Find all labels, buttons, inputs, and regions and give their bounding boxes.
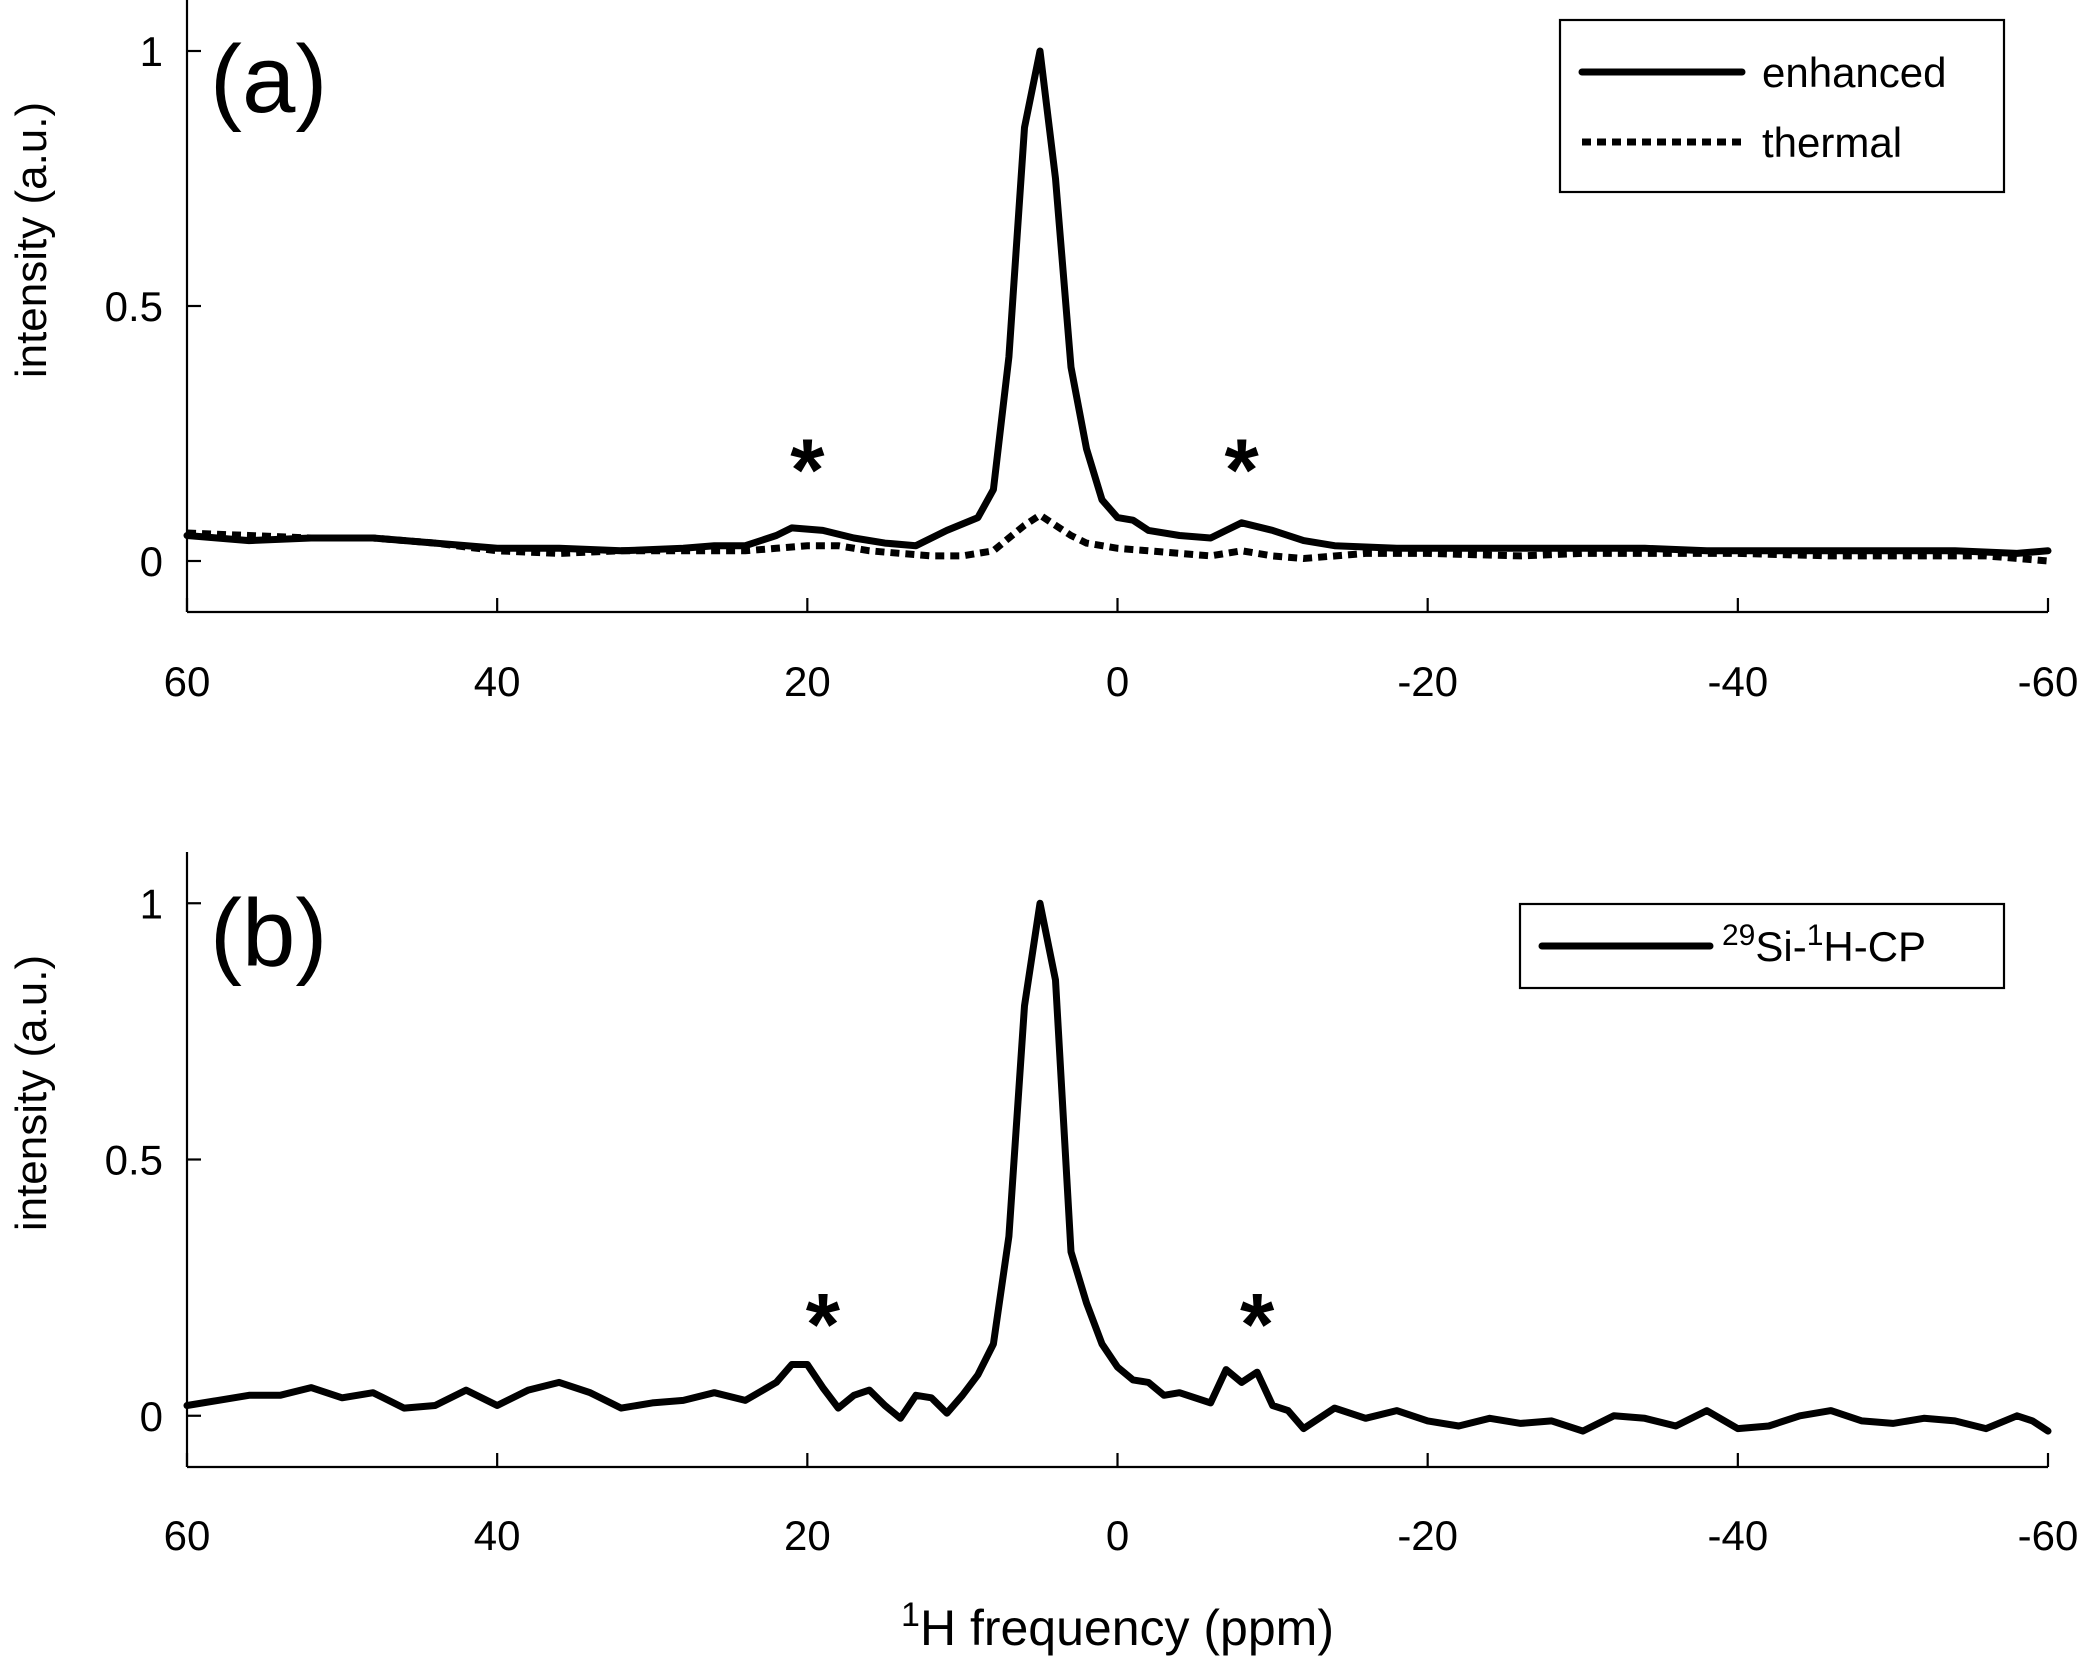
x-tick-label: 40 [474, 1512, 521, 1559]
x-tick-label: 40 [474, 658, 521, 705]
x-tick-label: -60 [2018, 658, 2079, 705]
y-axis-label: intensity (a.u.) [7, 102, 56, 378]
series-thermal [186, 510, 2049, 565]
peak-asterisk: * [806, 1274, 841, 1373]
x-tick-label: 60 [164, 658, 211, 705]
legend: 29Si-1H-CP [1518, 902, 2006, 990]
y-tick-label: 0 [140, 538, 163, 585]
panel-label: (b) [210, 880, 327, 987]
legend-box [1518, 902, 2006, 990]
y-tick-label: 1 [140, 880, 163, 927]
series-29si-1h-cp [183, 899, 2052, 1435]
legend-label-thermal: thermal [1762, 119, 1902, 166]
y-axis-label: intensity (a.u.) [7, 955, 56, 1231]
y-tick-label: 0.5 [105, 283, 163, 330]
x-axis-label: 1H frequency (ppm) [901, 1596, 1334, 1656]
panel-a: 60 40 20 0 -20 -40 -60 0 0.5 1 intensity (a.u.) (a)… [7, 0, 2078, 705]
x-tick-label: 0 [1106, 658, 1129, 705]
x-tick-label: 60 [164, 1512, 211, 1559]
peak-asterisk: * [1224, 420, 1259, 519]
legend-box [1558, 18, 2006, 194]
panel-b: 60 40 20 0 -20 -40 -60 0 0.5 1 intensity (a.u.) (b)… [7, 852, 2078, 1656]
peak-asterisk: * [1240, 1274, 1275, 1373]
x-tick-label: 20 [784, 658, 831, 705]
y-tick-label: 1 [140, 28, 163, 75]
x-tick-label: -40 [1707, 1512, 1768, 1559]
legend-label-cp: 29Si-1H-CP [1722, 919, 1926, 971]
legend: enhanced thermal [1558, 18, 2006, 194]
x-tick-label: 0 [1106, 1512, 1129, 1559]
x-tick-label: -20 [1397, 658, 1458, 705]
x-tick-label: -40 [1707, 658, 1768, 705]
peak-asterisk: * [790, 420, 825, 519]
x-tick-label: -60 [2018, 1512, 2079, 1559]
y-tick-label: 0 [140, 1393, 163, 1440]
x-tick-label: 20 [784, 1512, 831, 1559]
x-tick-label: -20 [1397, 1512, 1458, 1559]
y-tick-label: 0.5 [105, 1137, 163, 1184]
legend-label-enhanced: enhanced [1762, 49, 1947, 96]
panel-label: (a) [210, 26, 327, 133]
